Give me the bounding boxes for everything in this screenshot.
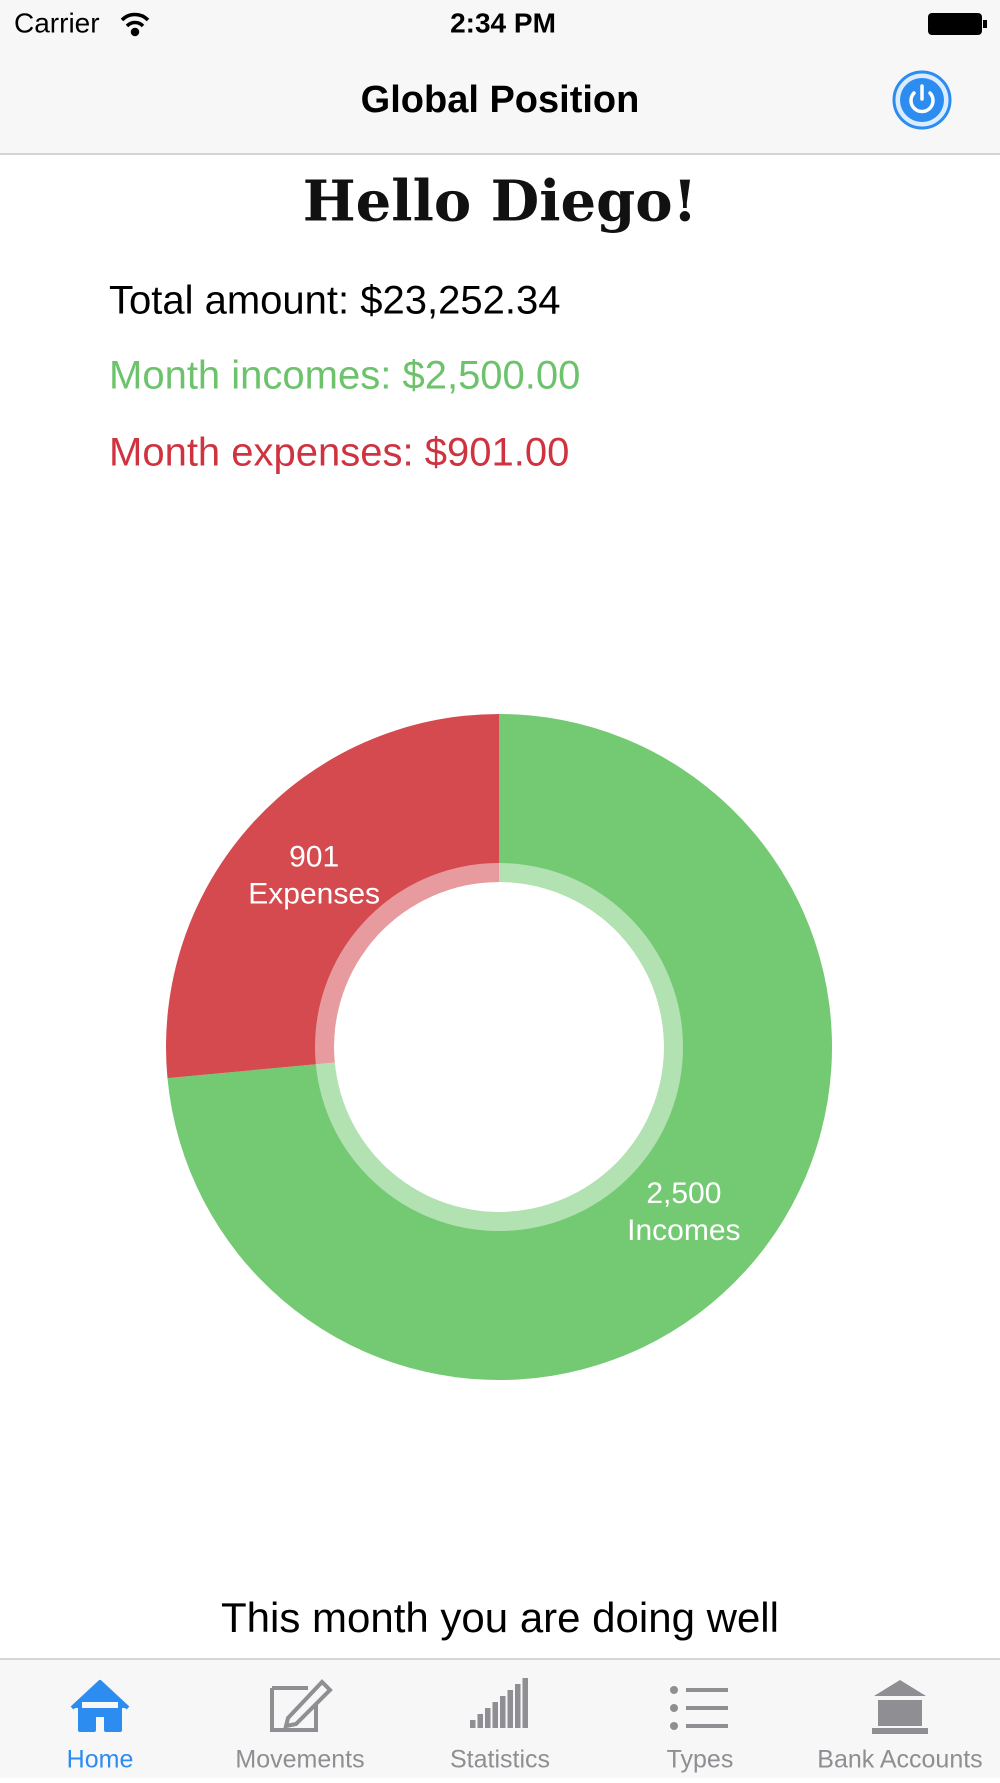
- month-incomes: Month incomes: $2,500.00: [109, 354, 580, 398]
- nav-title: Global Position: [361, 79, 640, 121]
- types-bullet: [670, 1704, 678, 1712]
- statistics-bar: [470, 1720, 476, 1728]
- statistics-bar: [515, 1684, 521, 1728]
- status-message: This month you are doing well: [221, 1594, 779, 1641]
- greeting: Hello Diego!: [303, 169, 698, 235]
- slice-value-label: 901: [289, 841, 339, 874]
- tab[interactable]: Bank Accounts: [817, 1680, 983, 1774]
- month-expenses: Month expenses: $901.00: [109, 431, 569, 475]
- wifi-icon: [120, 12, 150, 37]
- header-bg: [0, 0, 1000, 154]
- movements-icon: [270, 1679, 333, 1732]
- tab[interactable]: Home: [67, 1680, 134, 1774]
- statistics-bar: [507, 1690, 513, 1728]
- slice-category-label: Incomes: [627, 1214, 740, 1247]
- statistics-bar: [500, 1696, 506, 1728]
- bank-icon: [872, 1680, 928, 1734]
- slice: [166, 714, 499, 1079]
- tab-label: Types: [667, 1746, 734, 1774]
- statistics-bar: [485, 1708, 491, 1728]
- statistics-bar: [477, 1714, 483, 1728]
- clock: 2:34 PM: [450, 7, 556, 38]
- power-button[interactable]: [892, 70, 952, 130]
- tab[interactable]: Types: [667, 1686, 734, 1774]
- types-bullet: [670, 1722, 678, 1730]
- types-bullet: [670, 1686, 678, 1694]
- carrier: Carrier: [14, 7, 100, 38]
- slice-value-label: 2,500: [646, 1177, 721, 1210]
- home-icon: [70, 1680, 130, 1732]
- donut-chart: 2,500 Incomes 901 Expenses: [166, 714, 832, 1381]
- tab-label: Movements: [235, 1746, 364, 1774]
- tab[interactable]: Movements: [235, 1679, 365, 1774]
- statistics-bar: [492, 1702, 498, 1728]
- slice: [167, 714, 832, 1381]
- types-line: [686, 1724, 728, 1728]
- slice-category-label: Expenses: [248, 878, 380, 911]
- tab-label: Home: [67, 1746, 134, 1774]
- inner-ring: [315, 863, 683, 1231]
- tab[interactable]: Statistics: [450, 1678, 550, 1774]
- battery-icon: [928, 13, 987, 35]
- types-line: [686, 1688, 728, 1692]
- total-amount: Total amount: $23,252.34: [109, 279, 560, 323]
- tab-label: Bank Accounts: [817, 1746, 982, 1774]
- types-line: [686, 1706, 728, 1710]
- statistics-bar: [522, 1678, 528, 1728]
- tabs: Home Movements Statistics Types Bank Account…: [67, 1678, 983, 1774]
- tab-label: Statistics: [450, 1746, 550, 1774]
